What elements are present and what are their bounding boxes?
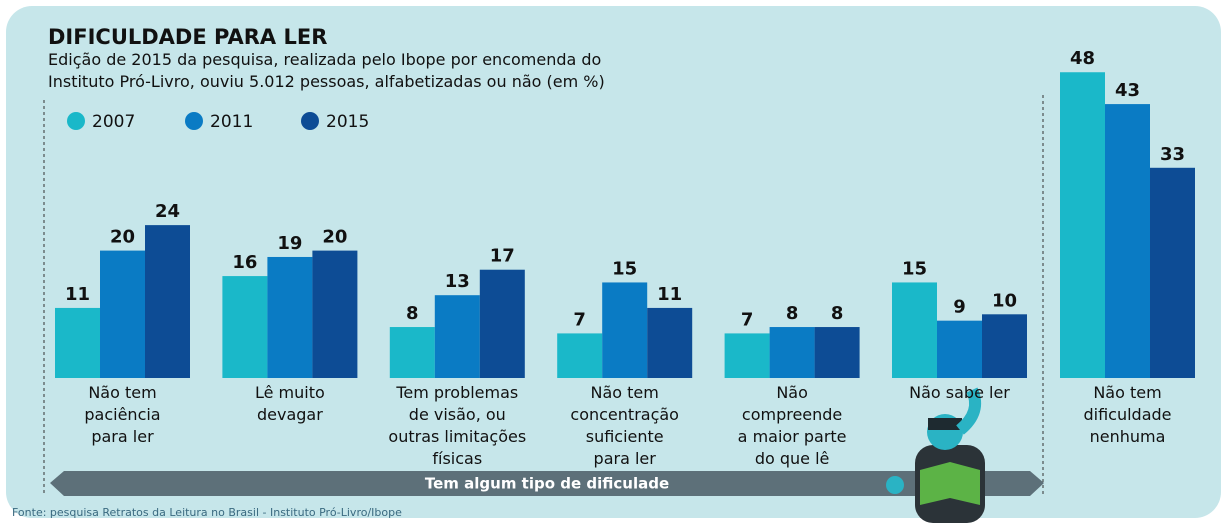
bar (770, 327, 815, 378)
value-label: 7 (741, 309, 754, 330)
value-label: 11 (657, 284, 682, 305)
bar (1150, 168, 1195, 378)
bar (602, 282, 647, 378)
bar (647, 308, 692, 378)
x-tick-label: Não compreende a maior parte do que lê (707, 382, 877, 470)
annotation: Tem algum tipo de dificulade (425, 475, 669, 493)
value-label: 13 (445, 271, 470, 292)
bar (982, 314, 1027, 378)
value-label: 48 (1070, 48, 1095, 69)
bar (267, 257, 312, 378)
value-label: 9 (953, 297, 966, 318)
value-label: 20 (110, 227, 135, 248)
value-label: 8 (831, 303, 844, 324)
bar (390, 327, 435, 378)
bar (1105, 104, 1150, 378)
page: Tem algum tipo de dificulade DIFICULDADE… (0, 0, 1227, 523)
value-label: 10 (992, 290, 1017, 311)
bar (222, 276, 267, 378)
value-label: 7 (573, 309, 586, 330)
value-label: 17 (490, 246, 515, 267)
x-tick-label: Tem problemas de visão, ou outras limita… (372, 382, 542, 470)
value-label: 15 (612, 258, 637, 279)
x-tick-label: Não tem paciência para ler (38, 382, 208, 448)
value-label: 11 (65, 284, 90, 305)
bar (100, 251, 145, 378)
chart-title: DIFICULDADE PARA LER (48, 25, 327, 49)
value-label: 20 (322, 227, 347, 248)
value-label: 16 (232, 252, 257, 273)
legend-label: 2011 (210, 112, 253, 132)
bar (312, 251, 357, 378)
bar (1060, 72, 1105, 378)
bar (480, 270, 525, 378)
legend-label: 2007 (92, 112, 135, 132)
value-label: 19 (277, 233, 302, 254)
bar (815, 327, 860, 378)
legend-swatch (185, 112, 203, 130)
legend-swatch (301, 112, 319, 130)
x-tick-label: Não tem dificuldade nenhuma (1043, 382, 1213, 448)
value-label: 43 (1115, 80, 1140, 101)
bar (435, 295, 480, 378)
legend-swatch (67, 112, 85, 130)
bar (55, 308, 100, 378)
bar (725, 333, 770, 378)
bar (145, 225, 190, 378)
value-label: 33 (1160, 144, 1185, 165)
x-tick-label: Não tem concentração suficiente para ler (540, 382, 710, 470)
bar (937, 321, 982, 378)
value-label: 8 (406, 303, 419, 324)
bar (557, 333, 602, 378)
x-tick-label: Não sabe ler (875, 382, 1045, 404)
legend-label: 2015 (326, 112, 369, 132)
bar (892, 282, 937, 378)
x-tick-label: Lê muito devagar (205, 382, 375, 426)
value-label: 8 (786, 303, 799, 324)
source: Fonte: pesquisa Retratos da Leitura no B… (12, 506, 402, 519)
value-label: 15 (902, 258, 927, 279)
value-label: 24 (155, 201, 180, 222)
